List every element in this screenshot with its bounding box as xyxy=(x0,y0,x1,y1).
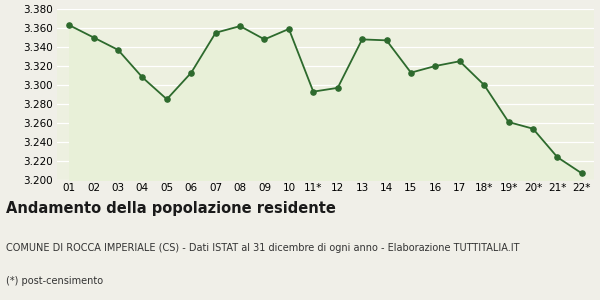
Point xyxy=(64,23,74,28)
Text: COMUNE DI ROCCA IMPERIALE (CS) - Dati ISTAT al 31 dicembre di ogni anno - Elabor: COMUNE DI ROCCA IMPERIALE (CS) - Dati IS… xyxy=(6,243,520,253)
Point xyxy=(308,89,318,94)
Point xyxy=(211,30,220,35)
Point xyxy=(162,97,172,102)
Point xyxy=(577,171,587,176)
Point xyxy=(553,155,562,160)
Point xyxy=(382,38,391,43)
Point xyxy=(235,24,245,28)
Point xyxy=(431,64,440,68)
Point xyxy=(406,70,416,75)
Point xyxy=(504,120,514,124)
Point xyxy=(358,37,367,42)
Point xyxy=(113,47,123,52)
Point xyxy=(260,37,269,42)
Point xyxy=(137,75,147,80)
Point xyxy=(89,35,98,40)
Text: (*) post-censimento: (*) post-censimento xyxy=(6,276,103,286)
Point xyxy=(333,85,343,90)
Point xyxy=(187,70,196,75)
Point xyxy=(284,26,293,31)
Text: Andamento della popolazione residente: Andamento della popolazione residente xyxy=(6,201,336,216)
Point xyxy=(528,126,538,131)
Point xyxy=(479,82,489,87)
Point xyxy=(455,59,464,64)
